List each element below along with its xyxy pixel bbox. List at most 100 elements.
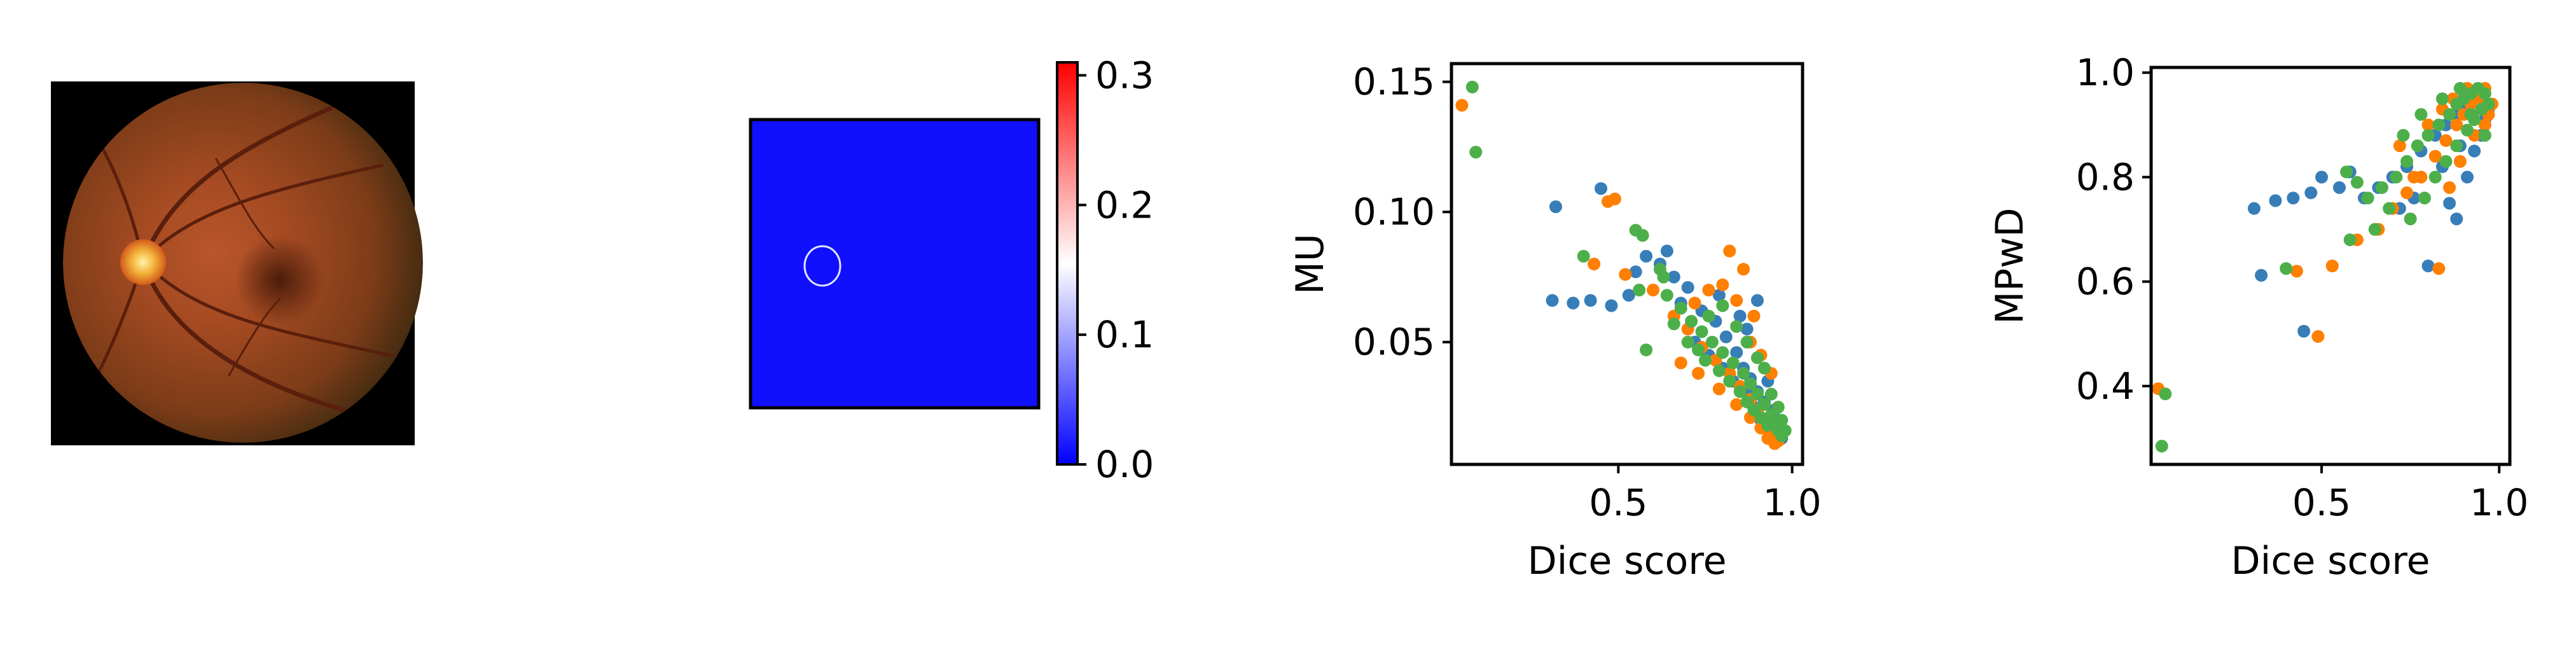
scatter-point: [2453, 155, 2467, 168]
scatter-point: [1698, 354, 1712, 367]
scatter-point: [1757, 398, 1771, 411]
scatter-point: [1702, 309, 1715, 323]
retina-fundus-image: [63, 83, 423, 443]
scatter-point: [2400, 155, 2414, 168]
scatter-point: [2443, 108, 2456, 121]
scatter-point: [2443, 197, 2456, 210]
scatter-point: [1608, 192, 1621, 205]
scatter-point: [1702, 283, 1715, 296]
scatter-point: [1737, 366, 1750, 380]
scatter-point: [1716, 278, 1729, 291]
scatter-point: [1730, 320, 1743, 333]
scatter-point: [2255, 268, 2268, 282]
scatter-point: [1764, 387, 1778, 401]
scatter-point: [2428, 150, 2442, 163]
scatter-point: [2383, 202, 2396, 215]
scatter-point: [1744, 377, 1757, 391]
scatter-point: [1455, 99, 1469, 112]
scatter-point: [2478, 129, 2491, 142]
scatter-point: [2397, 129, 2410, 142]
scatter-point: [2315, 170, 2329, 184]
scatter-point: [1740, 335, 1754, 349]
y-axis-label: MU: [1288, 233, 1333, 295]
scatter-point: [1685, 315, 1698, 328]
scatter-point: [2407, 170, 2421, 184]
scatter-point: [1771, 401, 1785, 414]
y-tick-label: 0.10: [1353, 190, 1435, 233]
scatter-point: [1726, 356, 1740, 370]
scatter-point: [1712, 364, 1726, 377]
scatter-chart-mpwd: 0.5 1.0 0.4 0.6 0.8 1.0 Dice score MPwD: [1988, 51, 2528, 583]
scatter-point: [2340, 165, 2353, 179]
scatter-point: [1730, 346, 1743, 359]
scatter-point: [2390, 170, 2403, 184]
scatter-point: [1747, 309, 1761, 323]
scatter-point: [1469, 146, 1483, 159]
y-tick-label: 0.8: [2076, 155, 2135, 198]
scatter-point: [1629, 265, 1642, 279]
scatter-point: [1465, 80, 1479, 94]
scatter-point: [2297, 324, 2311, 338]
x-tick-label: 0.5: [1589, 481, 1647, 524]
scatter-point: [1660, 289, 1673, 302]
scatter-point: [2361, 191, 2374, 205]
scatter-point: [1588, 258, 1601, 270]
scatter-point: [1622, 289, 1635, 302]
scatter-point: [1733, 309, 1747, 323]
scatter-point: [1712, 382, 1726, 396]
scatter-point: [2468, 144, 2481, 158]
scatter-point: [1646, 283, 1659, 296]
scatter-point: [1567, 296, 1580, 310]
scatter-point: [1723, 375, 1736, 388]
scatter-point: [2421, 129, 2435, 142]
scatter-point: [2421, 260, 2435, 272]
heatmap-panel: 0.0 0.1 0.2 0.3: [749, 53, 1154, 486]
scatter-point: [1681, 335, 1694, 349]
scatter-point: [2453, 81, 2467, 95]
scatter-point: [2343, 233, 2357, 246]
optic-disc: [120, 239, 166, 285]
x-axis-label: Dice score: [1527, 539, 1726, 583]
scatter-point: [2304, 186, 2318, 200]
x-tick-label: 0.5: [2292, 481, 2351, 524]
scatter-point: [1605, 299, 1618, 312]
scatter-point: [1761, 419, 1775, 432]
scatter-point: [1660, 244, 1673, 258]
plot-frame: [1450, 62, 1804, 466]
scatter-point: [1595, 182, 1608, 195]
scatter-point: [1688, 296, 1701, 310]
colorbar-tick-label: 0.3: [1095, 53, 1154, 97]
colorbar: [1056, 61, 1079, 466]
scatter-point: [1695, 325, 1708, 338]
scatter-point: [1778, 424, 1792, 437]
scatter-point: [1737, 263, 1750, 276]
y-tick-label: 0.15: [1353, 60, 1435, 104]
colorbar-tick-label: 0.1: [1095, 313, 1154, 356]
scatter-point: [2478, 87, 2491, 101]
scatter-chart-mu: 0.5 1.0 0.05 0.10 0.15 Dice score MU: [1288, 60, 1822, 583]
uncertainty-boundary-ring: [803, 245, 841, 287]
scatter-point: [2290, 265, 2303, 278]
scatter-point: [1636, 229, 1649, 242]
scatter-point: [1674, 356, 1687, 370]
scatter-point: [1719, 330, 1733, 344]
scatter-point: [1692, 366, 1705, 380]
scatter-point: [2475, 102, 2488, 116]
scatter-point: [2287, 191, 2300, 205]
scatter-point: [1681, 281, 1694, 294]
scatter-point: [2155, 440, 2168, 453]
scatter-point: [2350, 176, 2364, 189]
scatter-point: [1640, 249, 1653, 263]
scatter-point: [2411, 139, 2424, 153]
scatter-point: [1712, 289, 1726, 302]
scatter-point: [1674, 302, 1687, 315]
uncertainty-map: [749, 118, 1041, 410]
scatter-point: [2247, 202, 2261, 215]
x-axis-label: Dice score: [2231, 539, 2430, 583]
scatter-point: [1723, 244, 1736, 258]
scatter-point: [2404, 212, 2417, 226]
scatter-point: [1667, 317, 1680, 331]
scatter-point: [2414, 108, 2428, 121]
scatter-point: [1546, 294, 1559, 307]
scatter-point: [2464, 108, 2477, 121]
